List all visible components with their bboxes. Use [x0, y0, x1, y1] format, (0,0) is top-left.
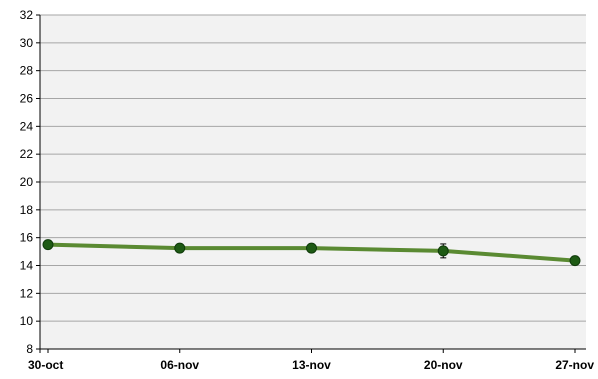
x-tick-label: 13-nov — [292, 358, 331, 372]
y-tick-label: 30 — [20, 36, 34, 50]
data-series — [42, 239, 581, 267]
y-tick-label: 24 — [20, 119, 34, 133]
x-tick-label: 27-nov — [555, 358, 594, 372]
y-tick-label: 12 — [20, 286, 34, 300]
x-tick-label: 20-nov — [424, 358, 463, 372]
data-point — [437, 245, 449, 257]
axes — [36, 14, 586, 353]
y-tick-label: 16 — [20, 231, 34, 245]
y-tick-label: 8 — [26, 342, 33, 356]
data-point — [42, 239, 54, 251]
data-point — [306, 242, 317, 254]
gridlines — [40, 14, 586, 322]
x-tick-label: 30-oct — [28, 358, 63, 372]
x-axis-tick-labels: 30-oct 06-nov 13-nov 20-nov 27-nov — [28, 358, 594, 372]
data-point — [174, 242, 186, 254]
data-point — [569, 255, 581, 267]
y-tick-label: 20 — [20, 175, 34, 189]
y-axis-tick-labels: 8 10 12 14 16 18 20 22 24 26 28 30 32 — [20, 8, 34, 356]
y-tick-label: 26 — [20, 92, 34, 106]
y-tick-label: 10 — [20, 314, 34, 328]
y-tick-label: 32 — [20, 8, 34, 22]
y-tick-label: 28 — [20, 64, 34, 78]
x-tick-label: 06-nov — [160, 358, 199, 372]
y-tick-label: 18 — [20, 203, 34, 217]
y-tick-label: 14 — [20, 259, 34, 273]
y-tick-label: 22 — [20, 147, 34, 161]
